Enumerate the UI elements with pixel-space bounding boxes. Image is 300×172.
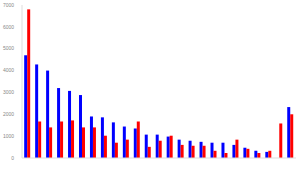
- svg-text:5000: 5000: [8, 45, 14, 51]
- svg-text:7000: 7000: [8, 2, 14, 8]
- svg-text:3000: 3000: [8, 89, 14, 95]
- svg-text:1000: 1000: [8, 133, 14, 139]
- svg-text:2000: 2000: [8, 111, 14, 117]
- svg-text:4000: 4000: [8, 67, 14, 73]
- svg-text:6000: 6000: [8, 24, 14, 30]
- svg-text:0: 0: [11, 155, 14, 161]
